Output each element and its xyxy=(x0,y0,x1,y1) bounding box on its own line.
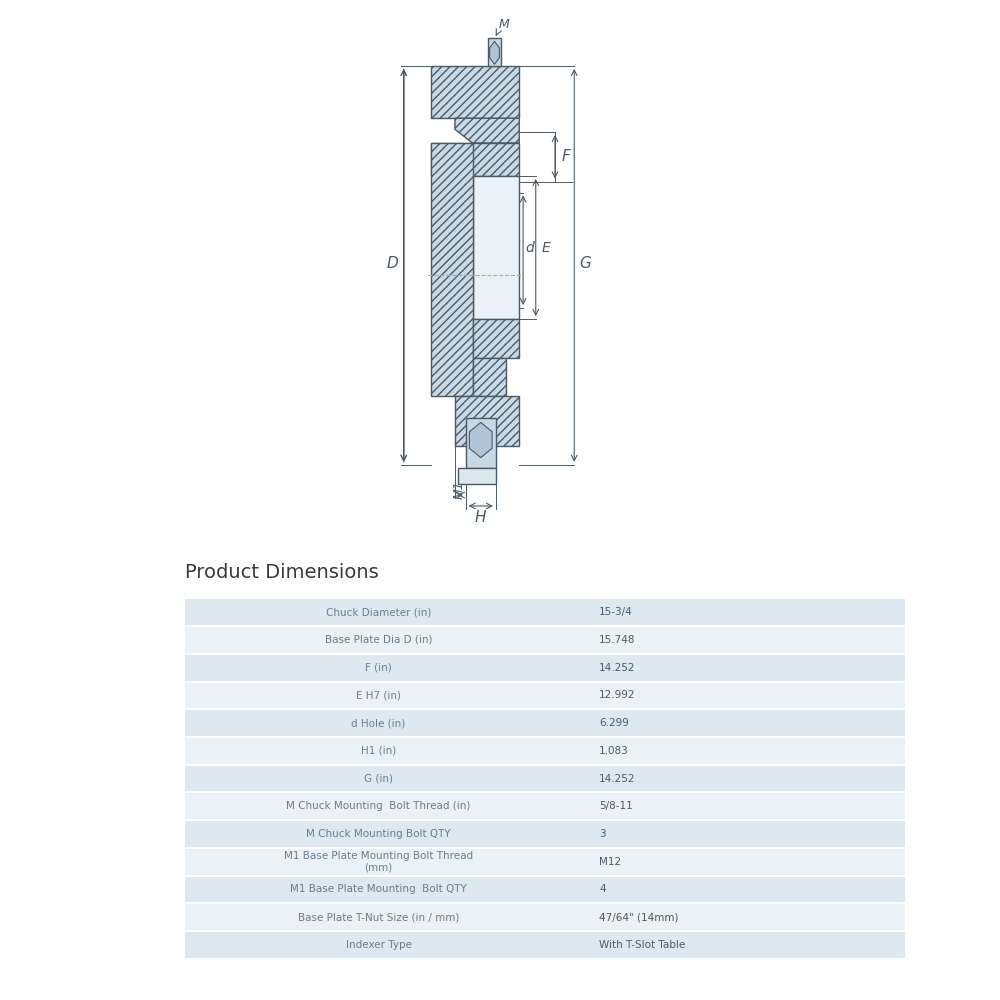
Polygon shape xyxy=(473,176,519,319)
Text: d: d xyxy=(525,240,534,254)
Text: D: D xyxy=(387,256,399,271)
Text: H1 (in): H1 (in) xyxy=(361,746,396,756)
Polygon shape xyxy=(473,319,519,358)
Text: 6.299: 6.299 xyxy=(599,718,629,728)
Text: M1 Base Plate Mounting Bolt Thread
(mm): M1 Base Plate Mounting Bolt Thread (mm) xyxy=(284,851,473,873)
Text: 4: 4 xyxy=(599,884,606,894)
Text: Indexer Type: Indexer Type xyxy=(346,940,412,950)
Bar xyxy=(185,682,905,709)
Text: F: F xyxy=(562,149,570,164)
Bar xyxy=(185,737,905,765)
Bar xyxy=(185,792,905,820)
Text: 47/64" (14mm): 47/64" (14mm) xyxy=(599,912,678,922)
Bar xyxy=(185,709,905,737)
Bar xyxy=(185,626,905,654)
Text: F (in): F (in) xyxy=(365,663,392,673)
Text: E H7 (in): E H7 (in) xyxy=(356,690,401,700)
Text: 15-3/4: 15-3/4 xyxy=(599,607,633,617)
Text: Chuck Diameter (in): Chuck Diameter (in) xyxy=(326,607,431,617)
Text: M1: M1 xyxy=(452,480,465,499)
Bar xyxy=(185,931,905,959)
Text: 14.252: 14.252 xyxy=(599,774,636,784)
Text: H: H xyxy=(475,510,486,524)
Text: 5/8-11: 5/8-11 xyxy=(599,801,633,811)
Text: 3: 3 xyxy=(599,829,606,839)
Text: d Hole (in): d Hole (in) xyxy=(351,718,406,728)
Polygon shape xyxy=(431,143,473,396)
Text: G (in): G (in) xyxy=(364,774,393,784)
Bar xyxy=(185,848,905,876)
Text: 12.992: 12.992 xyxy=(599,690,636,700)
Text: M: M xyxy=(499,18,510,31)
Text: G: G xyxy=(579,256,591,271)
Polygon shape xyxy=(469,422,492,458)
Text: 14.252: 14.252 xyxy=(599,663,636,673)
Bar xyxy=(185,876,905,903)
Text: Product Dimensions: Product Dimensions xyxy=(185,562,379,582)
Bar xyxy=(185,765,905,792)
Bar xyxy=(185,903,905,931)
Bar xyxy=(185,654,905,682)
Polygon shape xyxy=(455,396,519,446)
Text: 15.748: 15.748 xyxy=(599,635,636,645)
Text: M1 Base Plate Mounting  Bolt QTY: M1 Base Plate Mounting Bolt QTY xyxy=(290,884,467,894)
Polygon shape xyxy=(455,118,519,143)
Polygon shape xyxy=(458,468,496,484)
Polygon shape xyxy=(490,41,499,64)
Polygon shape xyxy=(431,143,519,176)
Text: M12: M12 xyxy=(599,857,621,867)
Text: Base Plate T-Nut Size (in / mm): Base Plate T-Nut Size (in / mm) xyxy=(298,912,459,922)
Text: M Chuck Mounting  Bolt Thread (in): M Chuck Mounting Bolt Thread (in) xyxy=(286,801,471,811)
Bar xyxy=(185,598,905,626)
Text: M Chuck Mounting Bolt QTY: M Chuck Mounting Bolt QTY xyxy=(306,829,451,839)
Text: With T-Slot Table: With T-Slot Table xyxy=(599,940,685,950)
Polygon shape xyxy=(473,358,506,396)
Polygon shape xyxy=(431,66,519,118)
Text: Base Plate Dia D (in): Base Plate Dia D (in) xyxy=(325,635,432,645)
Polygon shape xyxy=(466,418,496,468)
Polygon shape xyxy=(488,38,501,66)
Text: 1.083: 1.083 xyxy=(599,746,629,756)
Bar xyxy=(185,820,905,848)
Text: E: E xyxy=(541,240,550,254)
